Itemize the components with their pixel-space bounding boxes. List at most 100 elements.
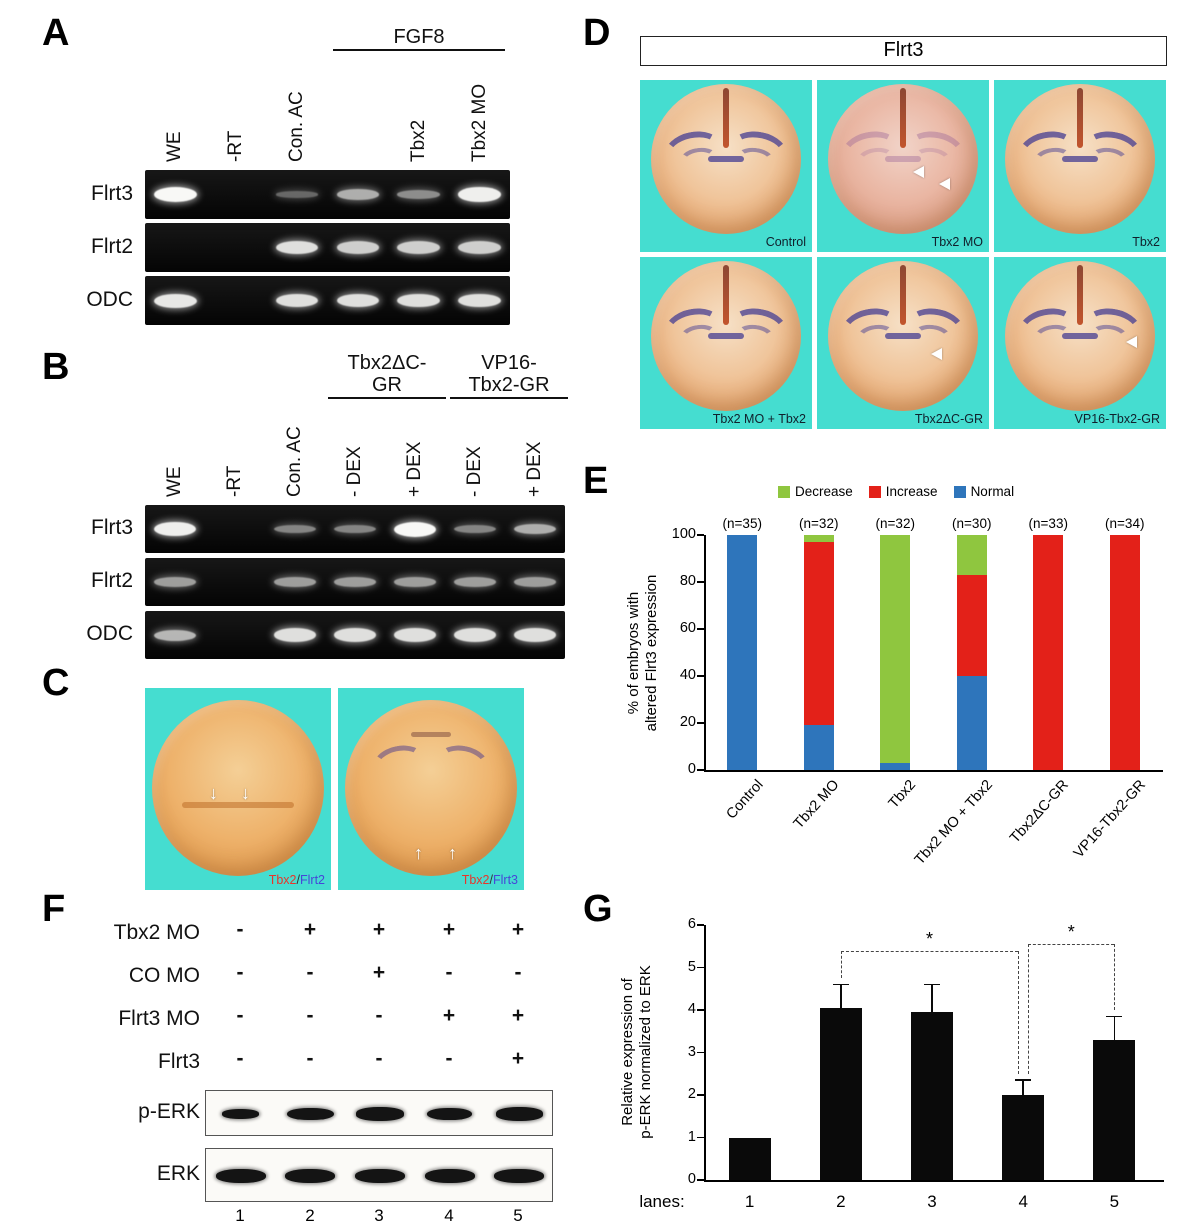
embryo-image — [345, 700, 517, 876]
protein-band — [215, 1169, 266, 1183]
significance-bracket-drop — [840, 950, 842, 979]
significance-star: * — [925, 928, 934, 949]
y-axis-label: % of embryos with altered Flrt3 expressio… — [625, 528, 661, 778]
annotation-arrow: ↑ — [448, 843, 457, 863]
y-tick-mark — [697, 966, 704, 969]
condition-label: Flrt3 — [158, 1050, 200, 1073]
y-tick-label: 6 — [687, 916, 696, 932]
gel-lane-label: Con. AC — [284, 426, 305, 497]
embryo-stain — [885, 333, 921, 339]
gel-strip — [145, 611, 565, 659]
gel-lane-label: WE — [164, 466, 185, 497]
bar-segment — [1033, 535, 1064, 770]
y-tick-mark — [697, 534, 704, 536]
gel-band — [154, 187, 197, 202]
bar — [819, 1007, 862, 1180]
x-tick-label: 4 — [1018, 1192, 1028, 1211]
lane-number: 5 — [513, 1206, 523, 1225]
y-axis-label-line: altered Flrt3 expression — [643, 574, 660, 732]
plus-minus-value: + — [511, 918, 525, 941]
embryo-photo: Control — [640, 80, 812, 252]
gel-band — [274, 577, 316, 587]
gel-strip — [145, 170, 510, 219]
error-bar-cap — [1106, 1015, 1123, 1018]
n-count-label: (n=34) — [1105, 516, 1145, 531]
western-blot-strip — [205, 1090, 553, 1136]
plus-minus-value: + — [372, 961, 386, 984]
gel-lane-label: - DEX — [464, 446, 485, 497]
gel-band — [274, 628, 316, 642]
y-axis-label-line: Relative expression of — [619, 978, 636, 1126]
plus-minus-value: - — [445, 961, 453, 984]
y-tick-label: 5 — [687, 958, 696, 975]
error-bar-cap — [1015, 1079, 1032, 1081]
group-label-line: Tbx2ΔC- — [347, 352, 427, 374]
y-tick-label: 0 — [687, 1171, 696, 1187]
bar-segment — [803, 542, 834, 726]
bar-segment — [956, 676, 987, 770]
x-tick-label: 5 — [1109, 1192, 1120, 1211]
protein-band — [494, 1169, 545, 1183]
n-count-label: (n=33) — [1028, 516, 1068, 531]
gel-band — [458, 187, 501, 202]
annotation-arrow: ↑ — [414, 843, 423, 863]
gel-band — [397, 293, 441, 308]
y-tick-label: 40 — [679, 667, 696, 683]
embryo-photo: ↑ ↑ Tbx2/Flrt3 — [338, 688, 524, 890]
annotation-arrow: ↓ — [241, 783, 250, 803]
x-tick-label: 1 — [744, 1192, 755, 1211]
annotation-arrow: ↓ — [209, 783, 218, 803]
plus-minus-value: - — [236, 918, 244, 941]
x-category-label: Tbx2 — [885, 777, 920, 812]
y-tick-label: 60 — [679, 620, 696, 636]
protein-band — [424, 1169, 475, 1183]
protein-band — [356, 1107, 404, 1121]
lane-number: 1 — [235, 1206, 245, 1225]
embryo-image — [828, 84, 978, 234]
embryo-photo: Tbx2 — [994, 80, 1166, 252]
plus-minus-value: - — [514, 961, 522, 984]
chart-legend: Decrease Increase Normal — [778, 484, 1014, 499]
plus-minus-value: + — [303, 918, 317, 941]
legend-swatch — [778, 485, 790, 498]
gel-lane-label: + DEX — [404, 441, 425, 497]
panel-d-title-box: Flrt3 — [640, 36, 1167, 66]
y-tick-mark — [697, 1179, 704, 1181]
protein-band — [287, 1107, 334, 1121]
embryo-image — [1005, 261, 1155, 411]
plus-minus-value: - — [306, 1004, 314, 1027]
bar-segment — [956, 574, 987, 676]
gel-strip — [145, 276, 510, 325]
x-category-label: Control — [722, 777, 767, 823]
gel-strip — [145, 558, 565, 606]
y-tick-label: 2 — [687, 1086, 696, 1102]
y-axis — [704, 925, 706, 1181]
plus-minus-value: + — [442, 1004, 456, 1027]
embryo-stain — [723, 265, 729, 325]
vp16-tbx2-gr-group-header: VP16- Tbx2-GR — [450, 352, 568, 399]
embryo-stain — [900, 88, 906, 148]
panel-d-title: Flrt3 — [883, 39, 924, 61]
legend-item: Increase — [868, 484, 938, 499]
panel-letter-b: B — [42, 346, 70, 388]
y-axis-label-line: % of embryos with — [625, 591, 642, 715]
gel-band — [275, 191, 319, 198]
gel-row-label: ODC — [86, 287, 133, 311]
legend-swatch — [868, 485, 881, 498]
caption-part: Tbx2 — [461, 873, 490, 887]
bar-segment — [803, 725, 834, 770]
gel-lane-label: - DEX — [344, 446, 365, 497]
bar-segment — [880, 535, 911, 763]
arrowhead-icon — [913, 166, 925, 178]
y-tick-label: 4 — [687, 1001, 696, 1017]
y-tick-label: 20 — [679, 714, 696, 730]
y-axis — [704, 535, 706, 771]
gel-band — [274, 525, 316, 533]
plus-minus-value: - — [306, 1047, 314, 1070]
gel-band — [154, 629, 196, 641]
protein-band — [285, 1169, 336, 1183]
significance-bracket-drop — [1028, 944, 1030, 1074]
x-axis — [704, 770, 1163, 772]
plus-minus-value: - — [375, 1047, 383, 1070]
embryo-stain — [1077, 88, 1083, 148]
